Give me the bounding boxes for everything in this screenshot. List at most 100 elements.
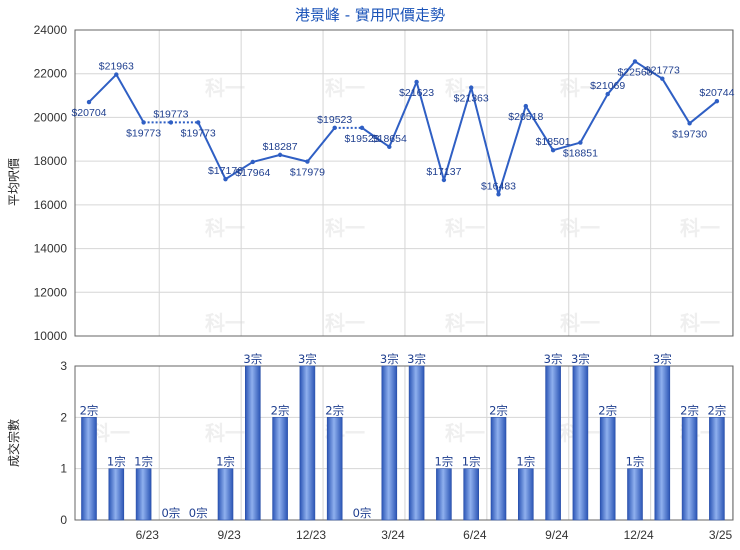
- volume-bar-label: 2宗: [680, 403, 699, 417]
- price-point: [114, 72, 119, 77]
- x-tick-label: 3/25: [709, 528, 733, 542]
- volume-bar: [217, 468, 234, 521]
- price-line-segment: [197, 121, 227, 180]
- price-line-segment: [224, 161, 254, 180]
- volume-bar: [681, 417, 698, 521]
- volume-bars: [81, 365, 725, 521]
- price-line-segment: [361, 127, 390, 148]
- watermark-text: 科一: [325, 311, 365, 335]
- price-data-label: $16483: [481, 180, 516, 192]
- price-data-label: $19773: [181, 127, 216, 139]
- price-y-tick-label: 24000: [34, 23, 68, 37]
- volume-bar: [299, 365, 316, 521]
- volume-bar: [627, 468, 643, 521]
- price-y-tick-label: 16000: [34, 198, 68, 212]
- price-data-label: $17137: [426, 166, 461, 178]
- price-line-segment: [661, 78, 691, 124]
- watermark-text: 科一: [560, 311, 600, 335]
- x-tick-label: 9/24: [545, 528, 569, 542]
- price-data-label: $17979: [290, 167, 325, 179]
- volume-bar-label: 1宗: [134, 455, 153, 469]
- x-tick-label: 9/23: [217, 528, 241, 542]
- watermark-text: 科一: [205, 76, 245, 100]
- price-data-label: $20704: [71, 107, 106, 119]
- volume-bar-label: 2宗: [598, 403, 617, 417]
- volume-plot-frame: [74, 365, 734, 521]
- price-line-series: [88, 60, 718, 195]
- price-line-segment: [306, 127, 336, 163]
- watermark-text: 科一: [205, 421, 245, 445]
- watermark-text: 科一: [445, 421, 485, 445]
- volume-bar: [463, 468, 480, 521]
- price-point: [223, 176, 228, 182]
- price-data-label: $18851: [563, 148, 598, 160]
- volume-bar-label: 3宗: [544, 352, 563, 366]
- volume-chart-grid: [74, 365, 734, 521]
- volume-bar: [599, 417, 616, 521]
- volume-bar-label: 3宗: [653, 352, 672, 366]
- volume-bar-label: 1宗: [434, 455, 453, 469]
- volume-bar-label: 1宗: [516, 455, 535, 469]
- volume-bar-label: 0宗: [189, 506, 208, 520]
- volume-bar: [272, 417, 288, 521]
- volume-y-tick-label: 1: [60, 462, 67, 476]
- price-y-axis-ticks: 10000 12000 14000 16000 18000 20000 22000 24000: [34, 23, 68, 343]
- volume-bar-label: 3宗: [571, 352, 590, 366]
- watermark-text: 科一: [680, 311, 720, 335]
- price-point: [359, 125, 365, 131]
- price-point: [168, 120, 174, 125]
- price-y-tick-label: 14000: [34, 242, 68, 256]
- volume-bar-label: 0宗: [161, 506, 180, 520]
- price-line-segment: [606, 60, 636, 95]
- volume-bar-label: 3宗: [380, 352, 399, 366]
- watermark-text: 科一: [680, 216, 720, 240]
- price-point: [714, 98, 720, 104]
- price-line-segment: [88, 73, 118, 103]
- price-data-label: $20518: [508, 111, 543, 123]
- price-point: [414, 79, 419, 85]
- volume-bar: [108, 468, 125, 521]
- watermark-text: 科一: [205, 311, 245, 335]
- price-point: [578, 140, 583, 145]
- watermark-text: 科一: [560, 216, 600, 240]
- volume-bar: [709, 417, 725, 521]
- price-point: [86, 99, 92, 105]
- price-point: [250, 159, 255, 165]
- price-data-label: $18501: [536, 136, 571, 148]
- price-y-tick-label: 10000: [34, 329, 68, 343]
- price-data-label: $20744: [699, 87, 734, 99]
- x-tick-label: 6/23: [136, 528, 160, 542]
- x-tick-label: 6/24: [463, 528, 487, 542]
- volume-bar: [81, 417, 97, 521]
- price-data-label: $22563: [617, 66, 652, 78]
- price-point: [332, 125, 337, 131]
- volume-bar: [245, 365, 261, 521]
- price-line-segment: [552, 141, 581, 152]
- watermark-text: 科一: [325, 216, 365, 240]
- price-line-segment: [634, 60, 663, 80]
- watermark-text: 科一: [560, 76, 600, 100]
- price-point: [305, 159, 310, 164]
- volume-bar-label: 0宗: [353, 506, 372, 520]
- price-line-segment: [524, 105, 554, 151]
- price-data-labels: $20704$21963$19773$19773$19773$17176$179…: [71, 61, 734, 193]
- price-line-segment: [388, 81, 418, 148]
- price-data-label: $19773: [153, 108, 188, 120]
- watermark-text: 科一: [445, 216, 485, 240]
- x-tick-label: 12/24: [624, 528, 654, 542]
- price-plot-frame: [74, 29, 734, 337]
- price-y-axis-label: 平均呎價: [7, 158, 21, 206]
- volume-bar: [517, 468, 534, 521]
- price-y-tick-label: 18000: [34, 154, 68, 168]
- price-point: [496, 192, 501, 197]
- volume-y-tick-label: 0: [60, 513, 67, 527]
- price-point: [550, 147, 556, 153]
- price-chart-grid: [74, 29, 734, 337]
- price-data-label: $19523: [317, 114, 352, 126]
- price-data-label: $18287: [263, 141, 298, 153]
- x-tick-label: 12/23: [296, 528, 326, 542]
- price-point: [441, 177, 447, 183]
- price-line-segment: [115, 74, 145, 123]
- volume-bar-label: 3宗: [298, 352, 317, 366]
- price-data-label: $21773: [645, 65, 680, 77]
